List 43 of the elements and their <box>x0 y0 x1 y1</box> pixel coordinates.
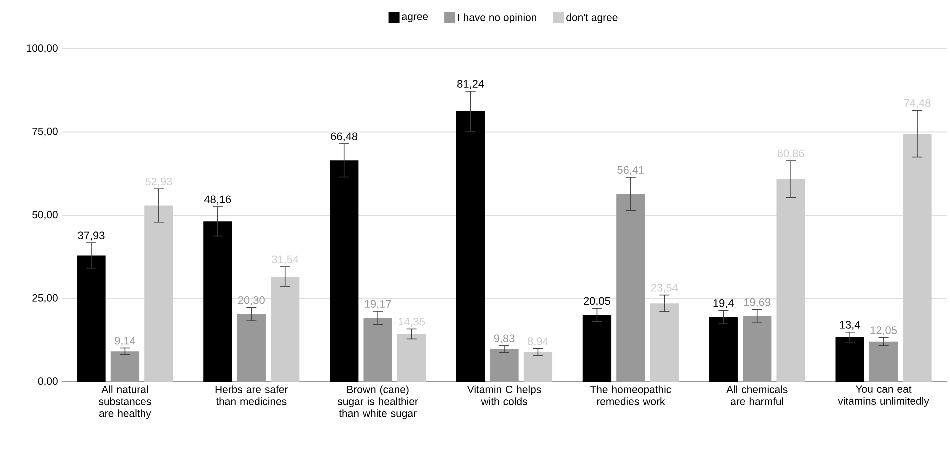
data-label: 19,17 <box>365 300 392 310</box>
data-label: 9,14 <box>115 336 136 346</box>
data-label: 56,41 <box>618 166 644 176</box>
bar <box>330 160 359 382</box>
data-label: 9,83 <box>494 334 515 344</box>
bar <box>397 334 426 382</box>
data-label: 19,69 <box>744 298 771 308</box>
legend-label: agree <box>402 14 428 22</box>
x-tick-label: The homeopathic remedies work <box>590 386 672 406</box>
data-label: 20,30 <box>238 296 265 306</box>
y-tick-label: 75,00 <box>32 128 58 137</box>
y-tick-label: 0,00 <box>38 378 58 386</box>
data-label: 12,05 <box>870 326 898 336</box>
data-label: 66,48 <box>331 132 358 142</box>
bar <box>456 111 486 382</box>
bar <box>271 276 300 382</box>
bar <box>582 315 612 382</box>
x-tick-label: Herbs are safer than medicines <box>216 386 288 406</box>
legend-label: I have no opinion <box>458 14 537 24</box>
bar <box>77 256 106 382</box>
x-tick-label: All chemicals are harmful <box>726 386 788 406</box>
x-tick-label: All natural substances are healthy <box>99 386 152 420</box>
bar <box>650 304 679 382</box>
y-tick-label: 50,00 <box>32 211 58 220</box>
bar <box>524 352 553 382</box>
bar <box>776 179 806 382</box>
bar <box>204 222 232 382</box>
bar <box>144 206 174 382</box>
y-tick-label: 100,00 <box>27 44 58 54</box>
data-label: 48,16 <box>204 196 232 205</box>
data-label: 19,4 <box>714 299 734 309</box>
legend-label: don't agree <box>566 14 618 24</box>
x-tick-label: You can eat vitamins unlimitedly <box>838 386 930 408</box>
y-tick-label: 25,00 <box>32 294 58 304</box>
bar <box>709 317 738 382</box>
data-label: 13,4 <box>840 321 860 330</box>
x-tick-label: Brown (cane) sugar is healthier than white sugar <box>338 386 418 420</box>
bar <box>903 134 932 382</box>
bar <box>836 337 864 382</box>
data-label: 37,93 <box>78 232 105 241</box>
data-label: 20,05 <box>584 297 610 306</box>
data-label: 81,24 <box>458 80 484 90</box>
x-tick-label: Vitamin C helps with colds <box>467 386 542 406</box>
